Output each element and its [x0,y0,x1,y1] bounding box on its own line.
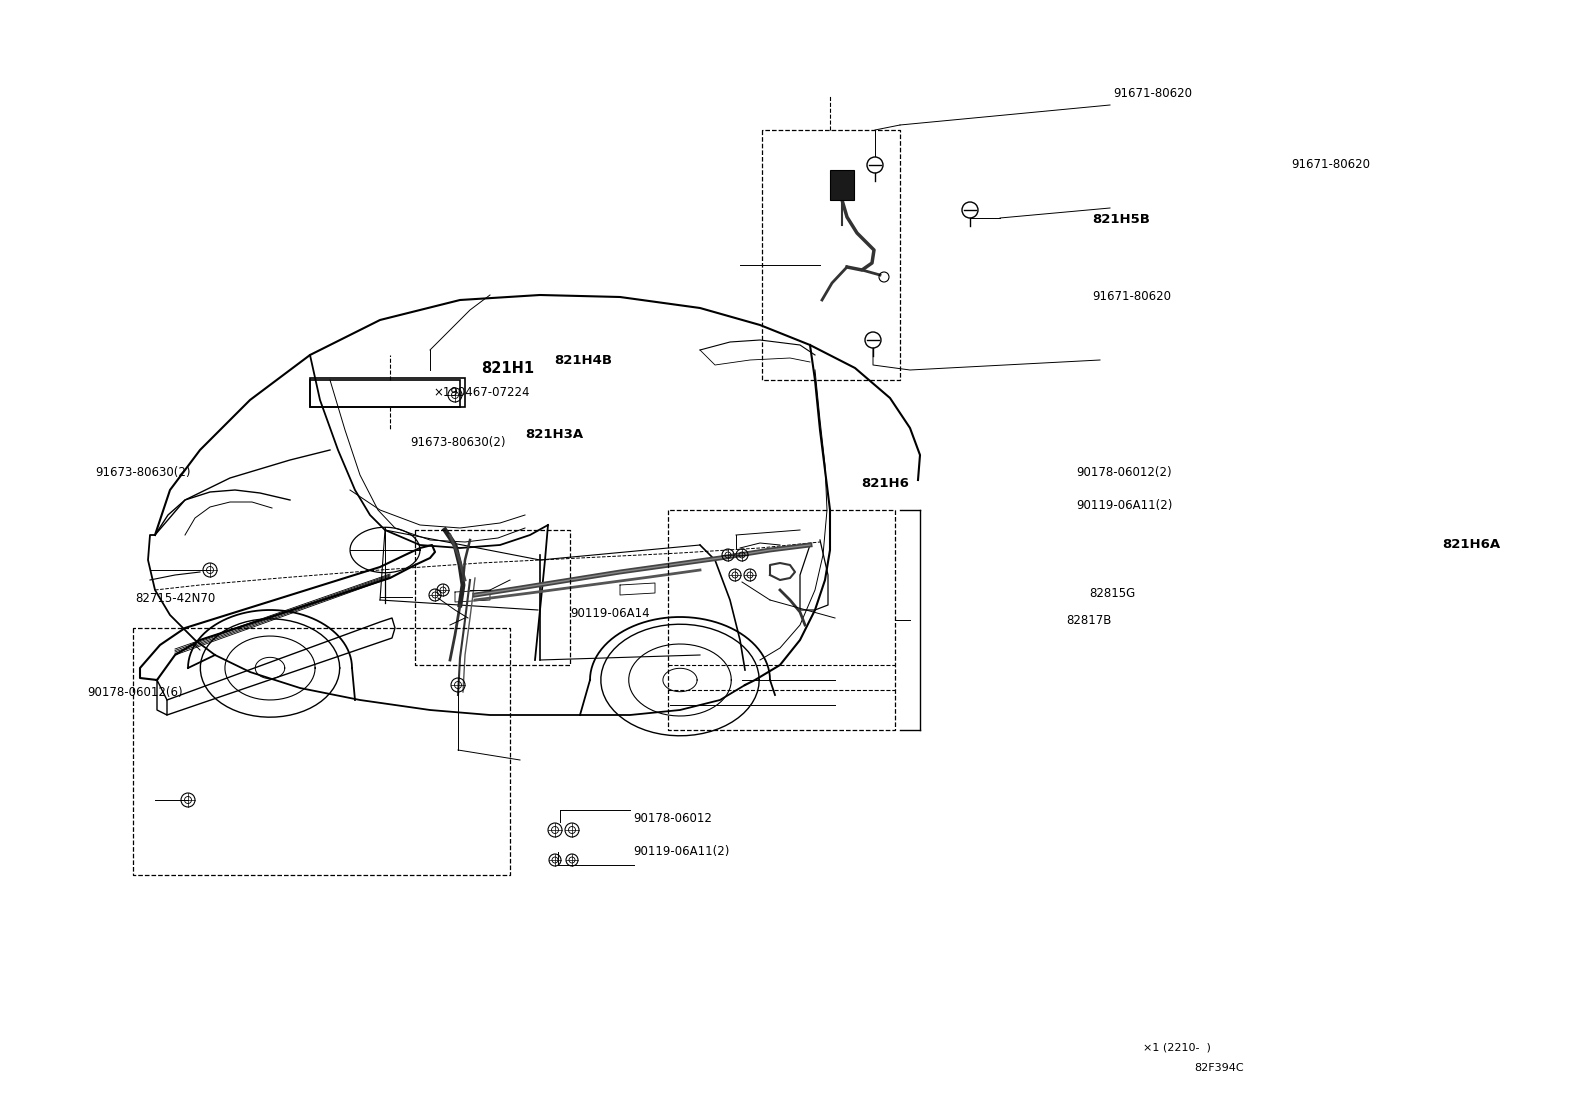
Text: 90178-06012(2): 90178-06012(2) [1076,466,1172,479]
Text: 821H6: 821H6 [861,477,909,490]
Text: 91673-80630(2): 91673-80630(2) [411,436,506,449]
Text: 821H3A: 821H3A [525,428,584,441]
Text: 82715-42N70: 82715-42N70 [135,592,215,606]
Text: 821H6A: 821H6A [1442,537,1501,551]
Circle shape [962,202,977,218]
Polygon shape [829,170,853,200]
Text: 90178-06012: 90178-06012 [634,812,713,825]
Text: 82815G: 82815G [1089,587,1135,600]
Text: 91673-80630(2): 91673-80630(2) [96,466,191,479]
Text: ×190467-07224: ×190467-07224 [433,386,530,399]
Text: 821H1: 821H1 [481,360,533,376]
Text: 91671-80620: 91671-80620 [1291,158,1371,171]
Text: 82F394C: 82F394C [1194,1063,1243,1074]
Text: 90119-06A11(2): 90119-06A11(2) [634,845,731,858]
Text: 90119-06A11(2): 90119-06A11(2) [1076,499,1173,512]
Circle shape [868,157,884,173]
Text: 90119-06A14: 90119-06A14 [570,607,650,620]
Text: 821H5B: 821H5B [1092,213,1149,226]
Text: 91671-80620: 91671-80620 [1092,290,1172,303]
Text: 82817B: 82817B [1067,614,1113,628]
Text: ×1 (2210-  ): ×1 (2210- ) [1143,1042,1212,1053]
Text: 90178-06012(6): 90178-06012(6) [88,686,183,699]
Text: 91671-80620: 91671-80620 [1113,87,1192,100]
Bar [310,378,465,407]
Circle shape [864,332,880,348]
Text: 821H4B: 821H4B [554,354,611,367]
